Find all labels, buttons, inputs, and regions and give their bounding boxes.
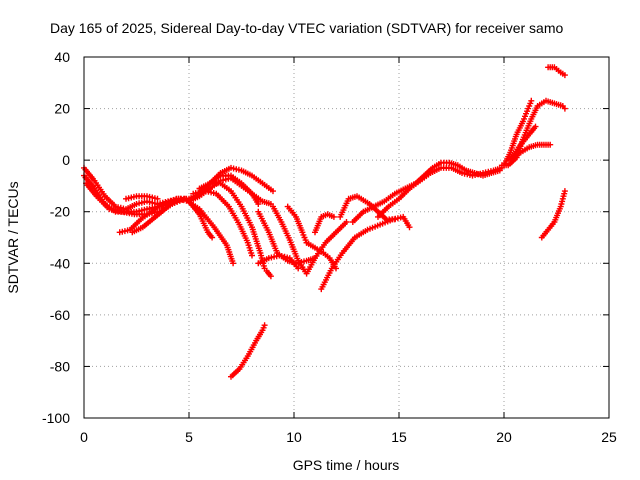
plot-frame: [83, 56, 610, 419]
series-arc-19: [318, 213, 413, 293]
series-markers: [501, 97, 535, 169]
series-arc-11: [228, 322, 268, 380]
series-arc-28: [545, 64, 568, 79]
series-arc-7: [186, 198, 216, 241]
y-tick-label: -40: [50, 255, 70, 271]
series-line: [320, 215, 411, 291]
series-arc-25: [507, 123, 539, 164]
series-markers: [545, 64, 568, 79]
series-line: [540, 190, 567, 239]
y-tick-label: -100: [42, 410, 70, 426]
series-markers: [538, 188, 568, 241]
series-arc-10: [207, 172, 262, 207]
series-markers: [190, 188, 255, 259]
series-markers: [318, 213, 413, 293]
grid-lines: [84, 57, 609, 418]
y-tick-label: -20: [50, 204, 70, 220]
x-tick-label: 20: [496, 429, 512, 445]
series-arc-21: [349, 159, 503, 225]
series-markers: [129, 195, 184, 236]
series-arc-8: [190, 188, 255, 259]
series-arc-16: [284, 203, 310, 246]
series-markers: [312, 211, 337, 236]
series-arc-12: [263, 268, 274, 280]
y-tick-label: -60: [50, 307, 70, 323]
series-markers: [509, 141, 554, 161]
x-axis-label: GPS time / hours: [293, 457, 400, 473]
series-markers: [270, 203, 350, 277]
series-markers: [263, 268, 274, 280]
series-markers: [375, 164, 505, 220]
y-tick-label: 40: [54, 49, 70, 65]
x-tick-label: 15: [391, 429, 407, 445]
x-tick-label: 10: [286, 429, 302, 445]
series-markers: [349, 159, 503, 225]
series-arc-22: [375, 164, 505, 220]
y-tick-label: 20: [54, 101, 70, 117]
series-arc-5: [129, 195, 184, 236]
series-markers: [255, 252, 302, 272]
series-arc-15: [270, 203, 350, 277]
x-tick-label: 25: [601, 429, 617, 445]
data-series: [81, 64, 568, 380]
series-arc-4: [116, 195, 180, 236]
series-arc-18: [312, 211, 337, 236]
chart-title: Day 165 of 2025, Sidereal Day-to-day VTE…: [50, 20, 563, 36]
series-arc-27: [538, 188, 568, 241]
series-markers: [116, 195, 180, 236]
y-axis-label: SDTVAR / TECUs: [5, 181, 21, 293]
series-arc-6: [123, 193, 161, 202]
x-tick-label: 5: [185, 429, 193, 445]
y-tick-label: -80: [50, 358, 70, 374]
series-markers: [284, 203, 310, 246]
x-tick-label: 0: [80, 429, 88, 445]
axis-ticks: 0 5 10 15 20 25 -100 -80 -60 -40 -20 0 20 40: [42, 49, 617, 445]
series-markers: [123, 193, 161, 202]
series-arc-26: [509, 141, 554, 161]
series-markers: [228, 322, 268, 380]
series-arc-14: [255, 252, 302, 272]
y-tick-label: 0: [62, 152, 70, 168]
series-arc-24: [501, 97, 535, 169]
series-arc-17: [303, 239, 339, 272]
series-markers: [207, 172, 262, 207]
series-markers: [186, 198, 216, 241]
